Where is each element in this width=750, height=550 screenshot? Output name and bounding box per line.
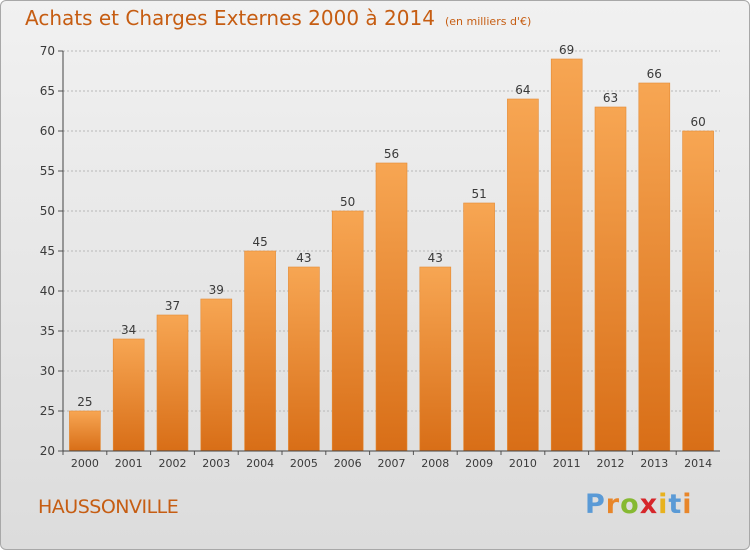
y-tick-label: 60 [40, 124, 55, 138]
logo-letter: i [682, 489, 693, 520]
bar-2005 [288, 266, 320, 452]
bar-2004 [244, 250, 276, 452]
data-label: 69 [559, 43, 574, 57]
x-tick-label: 2008 [421, 457, 449, 470]
logo-letter: P [585, 489, 606, 520]
bar-2010 [507, 98, 539, 452]
bar-2012 [594, 106, 627, 452]
y-tick-label: 70 [40, 44, 55, 58]
bar-2007 [375, 162, 408, 452]
y-tick-label: 25 [40, 404, 55, 418]
y-tick-label: 40 [40, 284, 55, 298]
data-label: 37 [165, 299, 180, 313]
chart-unit: (en milliers d'€) [444, 15, 532, 28]
bar-2011 [550, 58, 583, 452]
proxiti-logo: Proxiti [585, 489, 693, 520]
x-tick-label: 2014 [684, 457, 712, 470]
logo-letter: t [668, 489, 683, 520]
data-label: 43 [428, 251, 443, 265]
bar-2002 [156, 314, 189, 452]
data-label: 45 [252, 235, 267, 249]
data-label: 25 [77, 395, 92, 409]
data-label: 34 [121, 323, 136, 337]
x-tick-label: 2007 [378, 457, 406, 470]
x-tick-label: 2012 [597, 457, 625, 470]
x-tick-label: 2001 [115, 457, 143, 470]
bar-2013 [638, 82, 671, 452]
y-tick-label: 30 [40, 364, 55, 378]
chart-title: Achats et Charges Externes 2000 à 2014 (e… [25, 6, 531, 30]
data-label: 56 [384, 147, 399, 161]
x-tick-label: 2011 [553, 457, 581, 470]
y-tick-label: 50 [40, 204, 55, 218]
x-tick-label: 2002 [159, 457, 187, 470]
x-tick-label: 2005 [290, 457, 318, 470]
bar-2009 [463, 202, 495, 452]
location-label: HAUSSONVILLE [38, 496, 179, 518]
bar-2003 [200, 298, 233, 452]
bar-2014 [682, 130, 714, 452]
x-tick-label: 2010 [509, 457, 537, 470]
logo-letter: r [605, 489, 621, 520]
data-label: 39 [209, 283, 224, 297]
data-label: 60 [690, 115, 705, 129]
data-label: 51 [471, 187, 486, 201]
x-tick-label: 2013 [640, 457, 668, 470]
data-label: 66 [647, 67, 662, 81]
data-label: 50 [340, 195, 355, 209]
chart-title-text: Achats et Charges Externes 2000 à 2014 [25, 6, 435, 30]
logo-letter: i [658, 489, 669, 520]
y-tick-label: 65 [40, 84, 55, 98]
x-tick-label: 2006 [334, 457, 362, 470]
y-tick-label: 20 [40, 444, 55, 458]
bar-2008 [419, 266, 452, 452]
x-tick-label: 2003 [202, 457, 230, 470]
data-label: 63 [603, 91, 618, 105]
x-tick-label: 2009 [465, 457, 493, 470]
logo-letter: o [620, 489, 640, 520]
bar-2001 [112, 338, 145, 452]
x-tick-label: 2000 [71, 457, 99, 470]
y-tick-label: 55 [40, 164, 55, 178]
bar-2000 [69, 410, 101, 452]
data-label: 64 [515, 83, 530, 97]
y-tick-label: 45 [40, 244, 55, 258]
data-label: 43 [296, 251, 311, 265]
logo-letter: x [639, 489, 659, 520]
bar-2006 [331, 210, 364, 452]
y-tick-label: 35 [40, 324, 55, 338]
x-tick-label: 2004 [246, 457, 274, 470]
